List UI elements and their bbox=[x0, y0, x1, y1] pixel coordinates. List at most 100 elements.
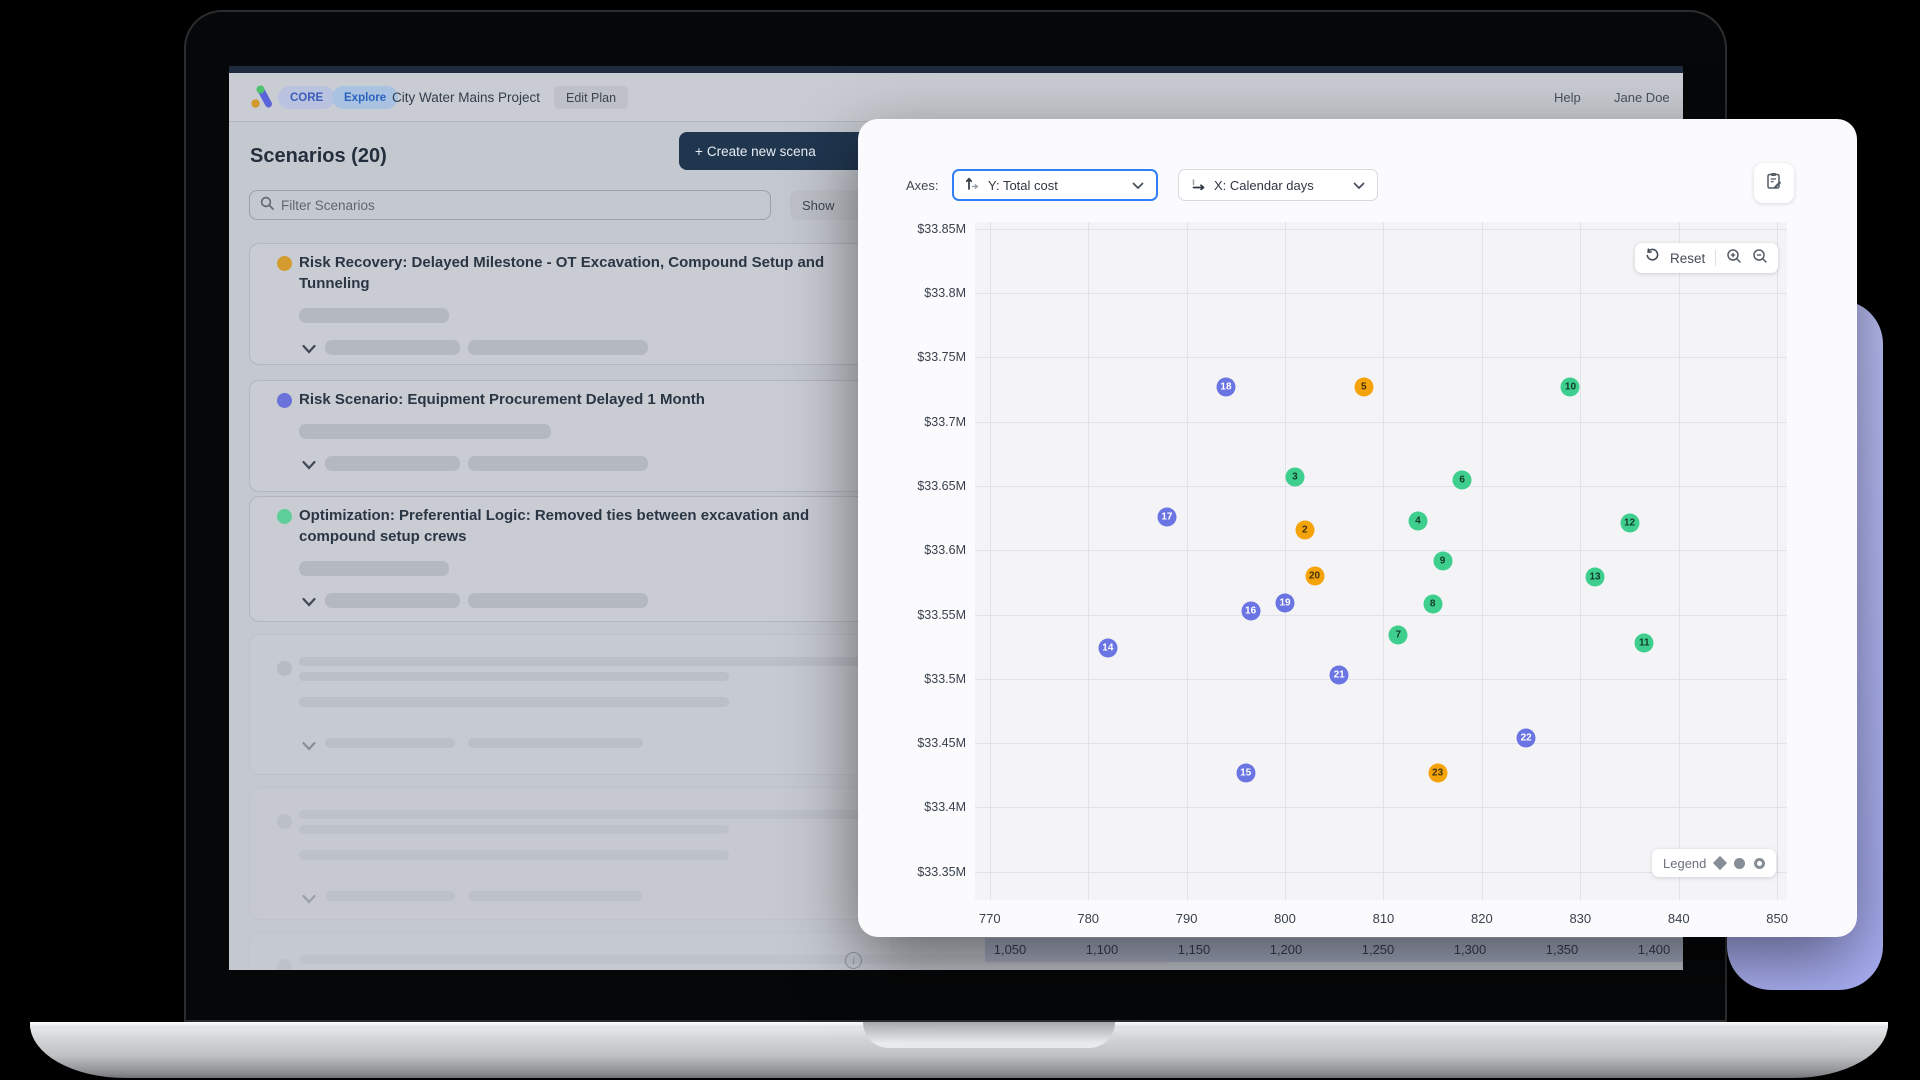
chevron-down-icon[interactable] bbox=[301, 457, 317, 473]
scenario-point-21[interactable]: 21 bbox=[1329, 665, 1349, 685]
skeleton-bar bbox=[299, 850, 729, 860]
scenario-type-dot bbox=[277, 959, 292, 970]
gridline-horizontal bbox=[975, 228, 1787, 230]
scenario-point-16[interactable]: 16 bbox=[1241, 601, 1261, 621]
scenario-card-skeleton[interactable] bbox=[249, 787, 1169, 920]
scenario-type-dot bbox=[277, 509, 292, 524]
info-icon[interactable]: i bbox=[845, 952, 862, 969]
scenario-point-22[interactable]: 22 bbox=[1516, 728, 1536, 748]
scenario-point-6[interactable]: 6 bbox=[1452, 470, 1472, 490]
scenario-type-dot bbox=[277, 256, 292, 271]
divider bbox=[1715, 250, 1717, 266]
zoom-in-icon[interactable] bbox=[1726, 248, 1742, 269]
background-x-tick: 1,150 bbox=[1177, 942, 1211, 957]
y-axis-selector[interactable]: Y: Total cost bbox=[952, 169, 1158, 201]
chevron-down-icon[interactable] bbox=[301, 738, 317, 754]
explore-tab[interactable]: Explore bbox=[332, 86, 399, 109]
y-axis-tick-label: $33.85M bbox=[917, 221, 966, 236]
scenario-card[interactable]: Risk Scenario: Equipment Procurement Del… bbox=[249, 380, 893, 492]
background-x-tick: 1,350 bbox=[1545, 942, 1579, 957]
scenario-point-13[interactable]: 13 bbox=[1585, 567, 1605, 587]
scenario-type-dot bbox=[277, 661, 292, 676]
chevron-down-icon[interactable] bbox=[301, 891, 317, 907]
y-axis-tick-label: $33.7M bbox=[924, 414, 966, 429]
edit-plan-button[interactable]: Edit Plan bbox=[554, 86, 629, 109]
skeleton-bar bbox=[468, 340, 648, 355]
gridline-horizontal bbox=[975, 421, 1787, 423]
scenario-point-17[interactable]: 17 bbox=[1157, 507, 1177, 527]
x-axis-tick-label: 850 bbox=[1766, 911, 1789, 926]
gridline-horizontal bbox=[975, 486, 1787, 488]
scenario-type-dot bbox=[277, 814, 292, 829]
scenario-card-skeleton[interactable] bbox=[249, 932, 1169, 970]
x-axis-icon bbox=[1191, 177, 1205, 193]
gridline-horizontal bbox=[975, 807, 1787, 809]
scenario-point-15[interactable]: 15 bbox=[1236, 763, 1256, 783]
skeleton-bar bbox=[325, 456, 460, 471]
gridline-vertical bbox=[1481, 222, 1483, 900]
y-axis-tick-label: $33.75M bbox=[917, 350, 966, 365]
scenario-point-10[interactable]: 10 bbox=[1560, 377, 1580, 397]
chart-zoom-toolbar: Reset bbox=[1635, 243, 1779, 273]
scenario-card[interactable]: Risk Recovery: Delayed Milestone - OT Ex… bbox=[249, 243, 893, 365]
x-axis-tick-label: 770 bbox=[978, 911, 1001, 926]
legend-button[interactable]: Legend bbox=[1652, 849, 1777, 877]
chevron-down-icon[interactable] bbox=[301, 341, 317, 357]
scenario-point-11[interactable]: 11 bbox=[1634, 633, 1654, 653]
chevron-down-icon[interactable] bbox=[301, 594, 317, 610]
skeleton-bar bbox=[299, 825, 729, 834]
gridline-vertical bbox=[1678, 222, 1680, 900]
scenario-point-23[interactable]: 23 bbox=[1428, 763, 1448, 783]
skeleton-bar bbox=[299, 810, 1169, 819]
chevron-down-icon bbox=[1353, 178, 1365, 193]
export-chart-button[interactable] bbox=[1754, 163, 1794, 203]
scenarios-heading: Scenarios (20) bbox=[250, 145, 387, 167]
zoom-out-icon[interactable] bbox=[1752, 248, 1768, 269]
scenario-point-3[interactable]: 3 bbox=[1285, 467, 1305, 487]
scenario-point-4[interactable]: 4 bbox=[1408, 511, 1428, 531]
skeleton-bar bbox=[468, 738, 643, 748]
y-axis-tick-label: $33.6M bbox=[924, 543, 966, 558]
filter-scenarios-input[interactable]: Filter Scenarios bbox=[249, 190, 771, 220]
y-axis-tick-label: $33.55M bbox=[917, 607, 966, 622]
plus-icon: + bbox=[695, 143, 703, 159]
gridline-horizontal bbox=[975, 293, 1787, 295]
gridline-horizontal bbox=[975, 743, 1787, 745]
top-navbar: CORE Explore City Water Mains Project Ed… bbox=[229, 73, 1683, 122]
skeleton-bar bbox=[299, 561, 449, 576]
scenario-card[interactable]: Optimization: Preferential Logic: Remove… bbox=[249, 496, 893, 622]
scenario-point-9[interactable]: 9 bbox=[1433, 551, 1452, 571]
legend-diamond-icon bbox=[1713, 855, 1728, 871]
scenario-title: Risk Recovery: Delayed Milestone - OT Ex… bbox=[299, 254, 825, 292]
skeleton-bar bbox=[325, 340, 460, 355]
core-nav-badge[interactable]: CORE bbox=[278, 86, 336, 109]
x-axis-tick-label: 800 bbox=[1274, 911, 1296, 926]
skeleton-bar bbox=[299, 955, 1169, 964]
background-x-tick: 1,400 bbox=[1637, 942, 1671, 957]
scenario-card-skeleton[interactable] bbox=[249, 634, 1169, 775]
skeleton-bar bbox=[468, 456, 648, 471]
scenario-type-dot bbox=[277, 393, 292, 408]
user-menu[interactable]: Jane Doe bbox=[1614, 90, 1670, 105]
skeleton-bar bbox=[325, 738, 455, 748]
help-link[interactable]: Help bbox=[1554, 90, 1581, 105]
alice-logo-icon bbox=[250, 84, 276, 110]
scenario-point-8[interactable]: 8 bbox=[1423, 594, 1443, 614]
window-top-strip bbox=[229, 66, 1683, 73]
scenario-point-14[interactable]: 14 bbox=[1098, 638, 1118, 658]
x-axis-selector[interactable]: X: Calendar days bbox=[1178, 169, 1378, 201]
scenario-point-19[interactable]: 19 bbox=[1275, 593, 1295, 613]
skeleton-bar bbox=[299, 657, 1169, 666]
scenario-point-2[interactable]: 2 bbox=[1295, 520, 1315, 540]
scenario-point-20[interactable]: 20 bbox=[1305, 566, 1325, 586]
y-axis-tick-label: $33.35M bbox=[917, 864, 966, 879]
x-axis-tick-label: 780 bbox=[1077, 911, 1100, 926]
scenario-point-18[interactable]: 18 bbox=[1216, 377, 1236, 397]
gridline-vertical bbox=[1186, 222, 1188, 900]
skeleton-bar bbox=[325, 593, 460, 608]
scenario-point-7[interactable]: 7 bbox=[1388, 625, 1408, 645]
reset-button[interactable]: Reset bbox=[1670, 250, 1706, 266]
y-axis-tick-label: $33.5M bbox=[924, 671, 966, 686]
scenario-point-5[interactable]: 5 bbox=[1354, 377, 1374, 397]
scenario-point-12[interactable]: 12 bbox=[1620, 513, 1640, 533]
